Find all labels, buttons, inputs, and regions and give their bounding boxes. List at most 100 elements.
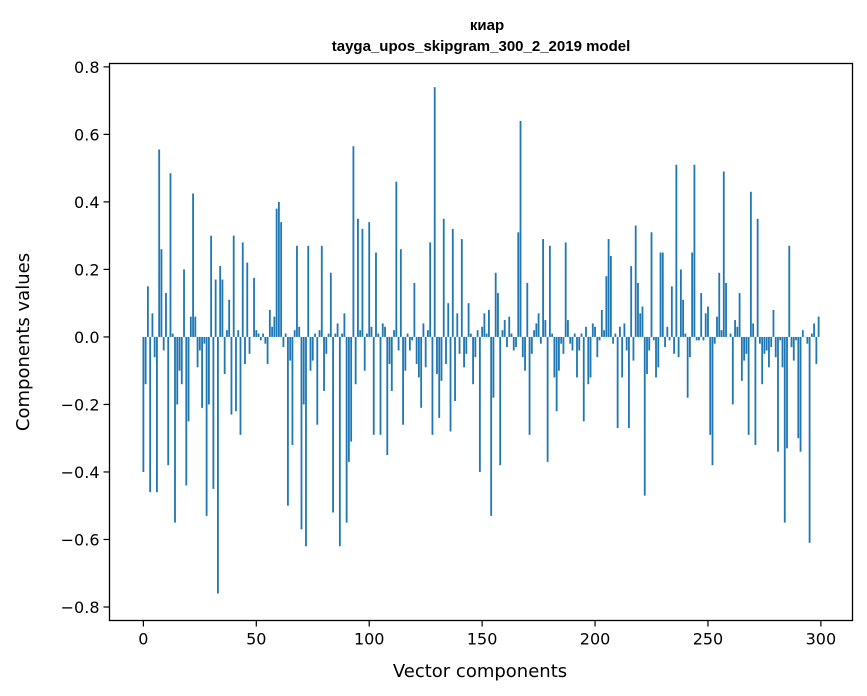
bar bbox=[214, 279, 217, 337]
bar bbox=[607, 239, 610, 337]
bar bbox=[314, 333, 316, 337]
bar bbox=[508, 316, 511, 337]
bar bbox=[499, 336, 502, 466]
bar bbox=[357, 218, 359, 337]
bar bbox=[189, 316, 192, 337]
bar bbox=[408, 336, 411, 351]
bar bbox=[246, 262, 249, 337]
bar bbox=[264, 336, 267, 344]
bar bbox=[779, 336, 782, 341]
x-tick-label: 300 bbox=[806, 630, 837, 649]
bar bbox=[609, 255, 612, 337]
bar-series bbox=[142, 87, 820, 594]
bar bbox=[677, 336, 680, 358]
bar bbox=[411, 336, 414, 341]
bar bbox=[806, 336, 809, 344]
bar bbox=[415, 336, 418, 364]
bar bbox=[433, 87, 436, 337]
bar bbox=[447, 303, 450, 337]
bar bbox=[772, 309, 775, 337]
bar bbox=[472, 336, 474, 385]
chart-title: киар bbox=[470, 17, 504, 34]
bar bbox=[287, 336, 289, 506]
bar bbox=[171, 333, 174, 337]
bar bbox=[296, 245, 298, 337]
bar bbox=[370, 326, 373, 337]
bar bbox=[271, 326, 274, 337]
bar bbox=[334, 333, 337, 337]
bar bbox=[657, 336, 660, 368]
bar bbox=[659, 252, 662, 337]
bar bbox=[682, 299, 685, 337]
bar bbox=[666, 326, 669, 337]
bar bbox=[562, 336, 565, 354]
bar bbox=[643, 336, 646, 496]
bar bbox=[244, 336, 246, 364]
bar bbox=[512, 336, 515, 351]
bar bbox=[248, 336, 251, 354]
bar bbox=[361, 228, 364, 337]
bar bbox=[359, 330, 362, 337]
bar bbox=[241, 242, 244, 337]
bar bbox=[519, 120, 522, 337]
bar bbox=[341, 333, 344, 337]
bar bbox=[625, 336, 628, 351]
bar bbox=[813, 323, 816, 337]
bar bbox=[786, 336, 788, 449]
bar bbox=[596, 336, 599, 358]
bar bbox=[307, 245, 310, 337]
bar bbox=[533, 330, 535, 337]
bar bbox=[284, 333, 287, 337]
bar bbox=[530, 336, 533, 354]
bar bbox=[576, 336, 578, 378]
x-tick-label: 50 bbox=[246, 630, 266, 649]
y-tick-label: 0.4 bbox=[74, 193, 99, 212]
bar bbox=[169, 173, 172, 337]
bar bbox=[551, 333, 554, 337]
bar bbox=[422, 323, 425, 337]
bar bbox=[300, 336, 303, 530]
bar bbox=[521, 336, 524, 358]
bar bbox=[429, 242, 432, 337]
bar bbox=[153, 336, 156, 358]
bar bbox=[614, 333, 617, 337]
bar bbox=[564, 242, 567, 337]
bar bbox=[384, 326, 386, 337]
bar bbox=[196, 336, 199, 368]
bar bbox=[192, 193, 194, 337]
bar bbox=[427, 330, 429, 337]
bar bbox=[352, 146, 355, 337]
bar bbox=[309, 336, 312, 371]
bar bbox=[783, 336, 786, 523]
bar bbox=[451, 228, 454, 337]
bar bbox=[524, 336, 526, 371]
y-tick-label: 0.2 bbox=[74, 260, 99, 279]
bar bbox=[808, 336, 811, 543]
y-tick-label: −0.8 bbox=[61, 598, 100, 617]
bar bbox=[594, 326, 596, 337]
bar bbox=[273, 316, 276, 337]
y-axis-label: Components values bbox=[13, 253, 34, 431]
bar bbox=[686, 336, 689, 398]
y-tick-label: 0.0 bbox=[74, 328, 99, 347]
bar bbox=[212, 336, 215, 489]
bar bbox=[734, 320, 736, 337]
bar bbox=[707, 306, 709, 337]
bar bbox=[402, 336, 404, 425]
bar bbox=[713, 336, 716, 344]
bar bbox=[467, 303, 470, 337]
bar bbox=[436, 336, 438, 375]
x-tick-label: 150 bbox=[467, 630, 498, 649]
bar bbox=[476, 330, 479, 337]
bar bbox=[187, 336, 190, 422]
y-tick-label: −0.2 bbox=[61, 395, 100, 414]
bar bbox=[693, 164, 696, 337]
bar bbox=[553, 336, 556, 378]
bar bbox=[720, 330, 723, 337]
bar bbox=[797, 336, 800, 439]
bar bbox=[765, 336, 768, 351]
bar bbox=[440, 336, 443, 381]
bar bbox=[327, 333, 330, 337]
bar bbox=[736, 326, 739, 337]
bar bbox=[492, 336, 495, 398]
